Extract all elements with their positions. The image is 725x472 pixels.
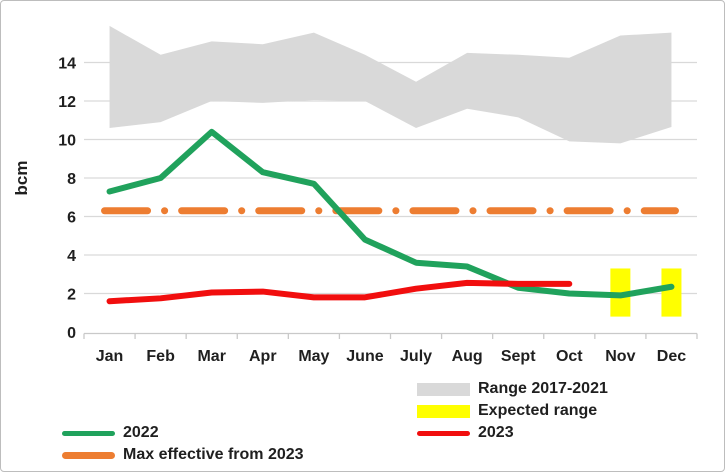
x-tick-label-aug: Aug [452,348,483,365]
legend-item-range-2017-2021: Range 2017-2021 [417,381,608,397]
x-tick-label-oct: Oct [556,348,583,365]
x-tick-label-jan: Jan [96,348,124,365]
legend-label-2023: 2023 [478,424,514,441]
legend-swatch-2023 [417,430,470,436]
x-tick-label-sept: Sept [501,348,536,365]
y-tick-label: 6 [67,210,76,227]
legend-swatch-expected-range [417,404,470,418]
y-tick-label: 0 [67,325,76,342]
legend-label-expected-range: Expected range [478,402,598,419]
x-tick-label-june: June [346,348,383,365]
x-tick-label-feb: Feb [146,348,175,365]
x-tick-label-may: May [298,348,329,365]
series-line-2023 [106,279,573,305]
y-tick-label: 14 [58,56,76,73]
legend-item-2023: 2023 [417,425,514,441]
legend-item-max-effective: Max effective from 2023 [62,447,304,463]
x-tick-label-apr: Apr [249,348,277,365]
x-tick-label-mar: Mar [197,348,225,365]
x-tick-label-nov: Nov [605,348,635,365]
y-tick-label: 2 [67,287,76,304]
legend-swatch-range-2017-2021 [417,382,470,396]
y-tick-label: 10 [58,133,76,150]
series-line-2022 [106,128,675,299]
legend-item-2022: 2022 [62,425,159,441]
x-tick-label-dec: Dec [657,348,686,365]
x-tick-label-july: July [400,348,432,365]
legend-swatch-2022 [62,430,115,436]
legend-item-expected-range: Expected range [417,403,597,419]
range-band [109,25,672,144]
legend-swatch-max-effective [62,451,115,459]
y-tick-label: 12 [58,94,76,111]
legend-label-max-effective: Max effective from 2023 [123,446,304,463]
legend-label-range-2017-2021: Range 2017-2021 [478,380,608,397]
y-tick-label: 8 [67,171,76,188]
expected-range-bar-dec [661,268,682,317]
y-tick-label: 4 [67,248,76,265]
y-axis-title: bcm [12,161,31,196]
legend-label-2022: 2022 [123,424,159,441]
